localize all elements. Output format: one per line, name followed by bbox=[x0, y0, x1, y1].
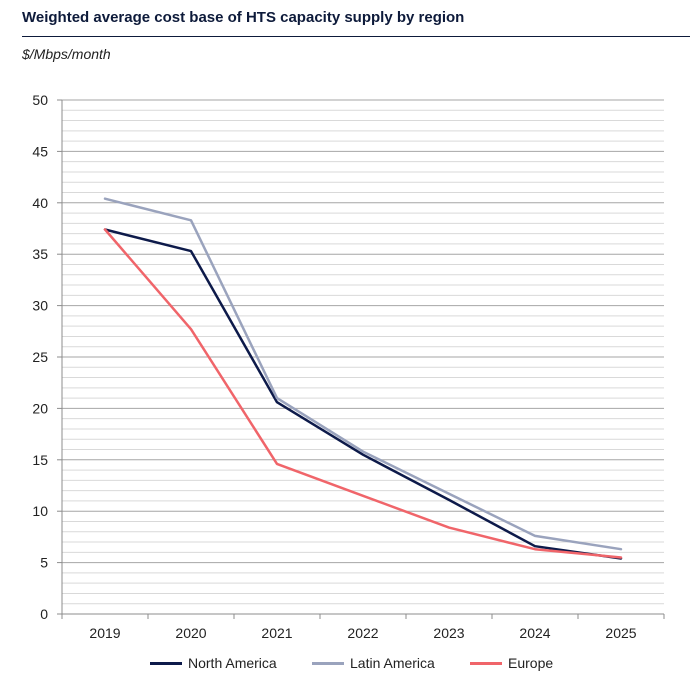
unit-label: $/Mbps/month bbox=[22, 46, 111, 62]
series-line-europe bbox=[103, 228, 623, 559]
y-tick-label: 50 bbox=[32, 92, 48, 108]
legend-item-north-america: North America bbox=[150, 655, 277, 671]
x-tick-label: 2022 bbox=[347, 625, 378, 641]
gridlines bbox=[62, 99, 664, 605]
y-tick-label: 45 bbox=[32, 143, 48, 159]
legend-swatch bbox=[312, 661, 344, 665]
x-tick-labels: 2019 2020 2021 2022 2023 2024 2025 bbox=[89, 625, 636, 641]
legend-swatch bbox=[150, 661, 182, 665]
title-divider bbox=[22, 36, 690, 37]
y-tick-label: 0 bbox=[40, 606, 48, 622]
x-tick-label: 2023 bbox=[433, 625, 464, 641]
y-tick-label: 5 bbox=[40, 555, 48, 571]
chart-title: Weighted average cost base of HTS capaci… bbox=[22, 9, 465, 26]
legend-item-latin-america: Latin America bbox=[312, 655, 435, 671]
y-tick-label: 20 bbox=[32, 400, 48, 416]
x-tick-label: 2020 bbox=[175, 625, 206, 641]
x-tick-label: 2024 bbox=[519, 625, 550, 641]
legend-item-europe: Europe bbox=[470, 655, 553, 671]
series-lines bbox=[103, 197, 623, 560]
y-tick-label: 40 bbox=[32, 195, 48, 211]
series-line-latin-america bbox=[103, 197, 623, 551]
y-tick-labels: 0 5 10 15 20 25 30 35 40 45 50 bbox=[32, 92, 48, 622]
legend-swatch bbox=[470, 661, 502, 665]
x-tick-label: 2025 bbox=[605, 625, 636, 641]
y-tick-label: 35 bbox=[32, 246, 48, 262]
legend-label: North America bbox=[188, 655, 277, 671]
y-tick-label: 10 bbox=[32, 503, 48, 519]
series-line-north-america bbox=[103, 228, 623, 560]
legend-label: Europe bbox=[508, 655, 554, 671]
legend: North America Latin America Europe bbox=[0, 655, 697, 677]
axes bbox=[57, 99, 665, 619]
y-tick-label: 30 bbox=[32, 298, 48, 314]
x-tick-label: 2019 bbox=[89, 625, 120, 641]
y-tick-label: 15 bbox=[32, 452, 48, 468]
y-tick-label: 25 bbox=[32, 349, 48, 365]
legend-label: Latin America bbox=[350, 655, 435, 671]
x-tick-label: 2021 bbox=[261, 625, 292, 641]
